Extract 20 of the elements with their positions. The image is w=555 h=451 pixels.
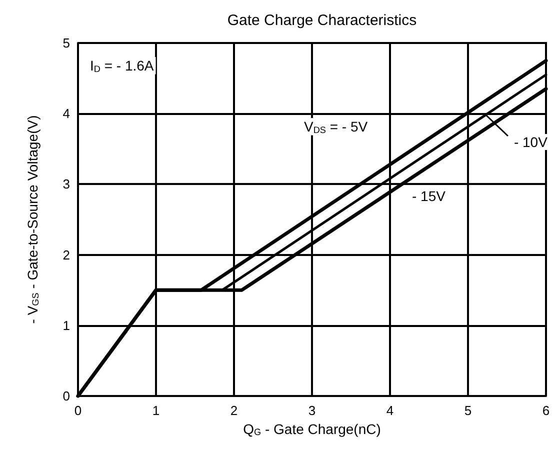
y-axis-title: - VGS - Gate-to-Source Voltage(V): [24, 115, 40, 324]
y-tick-label: 4: [62, 106, 70, 122]
x-tick-label: 6: [542, 403, 550, 418]
annotation: ID = - 1.6A: [90, 58, 154, 74]
y-tick-label: 5: [62, 36, 70, 50]
x-tick-label: 2: [230, 403, 238, 418]
y-tick-label: 2: [62, 247, 70, 262]
y-tick-label: 0: [62, 388, 70, 404]
annotation: VDS = - 5V: [304, 118, 368, 135]
annotation: - 10V: [514, 134, 548, 150]
annotation: - 15V: [412, 188, 446, 204]
chart-title: Gate Charge Characteristics: [227, 12, 417, 29]
y-tick-label: 3: [62, 176, 70, 192]
x-tick-label: 0: [74, 403, 82, 418]
x-tick-label: 3: [308, 403, 316, 418]
y-tick-label: 1: [62, 318, 70, 333]
x-tick-label: 5: [464, 403, 472, 418]
x-tick-label: 4: [386, 403, 394, 418]
x-axis-title: QG - Gate Charge(nC): [243, 420, 381, 438]
x-tick-label: 1: [152, 403, 160, 418]
